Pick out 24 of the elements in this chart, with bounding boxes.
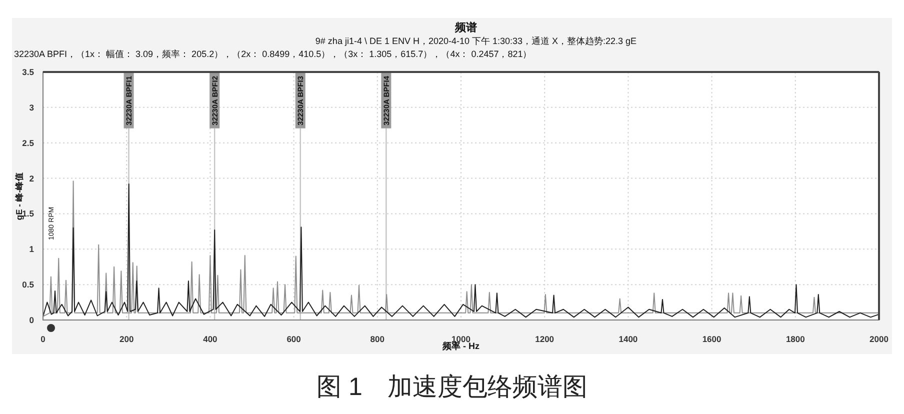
y-axis-title: gE - 峰-峰值 [14, 172, 24, 220]
text: 32230A BPFI，（1x： 幅值： 3.09，频率： 205.2），（2x： 0.8499，410.5），（3x： 1.305，615.7），（4x： 0.2457，821） [14, 49, 532, 59]
caption: 图 1 加速度包络频谱图 [316, 373, 588, 401]
x-tick-label: 600 [286, 334, 302, 344]
x-tick-label: 1000 [452, 334, 471, 344]
x-tick-label: 1400 [618, 334, 638, 344]
x-tick-label: 2000 [870, 334, 889, 344]
x-tick-label: 1200 [535, 334, 554, 344]
y-tick-label: 2.5 [22, 138, 34, 148]
chart-title: 频谱 [454, 21, 477, 34]
y-tick-label: 0.5 [22, 280, 34, 290]
chart-subtitle: 9# zha ji1-4 \ DE 1 ENV H，2020-4-10 下午 1:30:33，通道 X，整体趋势:22.3 gE [315, 36, 637, 46]
x-tick-label: 1800 [786, 334, 806, 344]
y-tick-label: 3.5 [22, 67, 34, 77]
y-tick-label: 2 [29, 173, 34, 184]
x-tick-label: 200 [120, 334, 134, 344]
x-tick-label: 1600 [702, 334, 722, 344]
y-tick-label: 3 [29, 102, 34, 112]
x-tick-label: 800 [370, 334, 385, 344]
y-tick-label: 1 [29, 244, 34, 254]
x-axis-title: 频率 - Hz [442, 341, 480, 351]
y-tick-label: 0 [29, 315, 34, 325]
x-tick-label: 0 [40, 334, 46, 344]
x-tick-label: 400 [203, 334, 218, 344]
